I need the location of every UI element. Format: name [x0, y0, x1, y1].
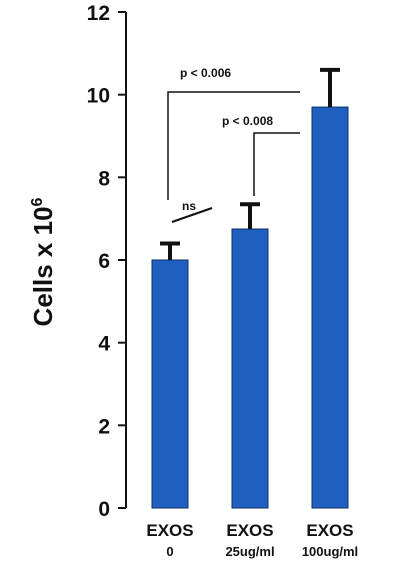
bars: [151, 67, 349, 509]
x-category-sublabel: 0: [166, 544, 173, 559]
bar: [151, 259, 189, 509]
y-tick-label: 2: [98, 415, 110, 438]
y-axis-label: Cells x 106: [28, 197, 58, 326]
y-axis-label-exponent: 6: [29, 197, 46, 206]
y-axis: 0 2 4 6 8 10 12: [87, 2, 127, 521]
y-tick-label: 12: [87, 2, 110, 25]
y-tick-label: 4: [98, 333, 110, 356]
ns-label: ns: [182, 199, 196, 213]
x-category-sublabel: 25ug/ml: [225, 544, 274, 559]
x-category-sublabel: 100ug/ml: [302, 544, 358, 559]
x-category-label: EXOS: [226, 521, 273, 540]
y-tick-label: 10: [87, 85, 110, 108]
y-tick-label: 0: [98, 498, 110, 521]
y-tick-label: 8: [98, 167, 110, 190]
significance-annotations: p < 0.006 p < 0.008 ns: [167, 66, 300, 223]
y-tick-label: 6: [98, 250, 110, 273]
x-category-label: EXOS: [306, 521, 353, 540]
p-value-label: p < 0.006: [180, 66, 231, 80]
ns-line: [171, 207, 213, 223]
y-axis-label-base: Cells x 10: [28, 206, 58, 326]
significance-bracket: [167, 91, 300, 200]
bar: [311, 106, 349, 509]
bar: [231, 228, 269, 509]
x-axis-categories: EXOS 0 EXOS 25ug/ml EXOS 100ug/ml: [146, 521, 358, 559]
significance-bracket: [253, 132, 300, 196]
x-category-label: EXOS: [146, 521, 193, 540]
p-value-label: p < 0.008: [222, 114, 273, 128]
